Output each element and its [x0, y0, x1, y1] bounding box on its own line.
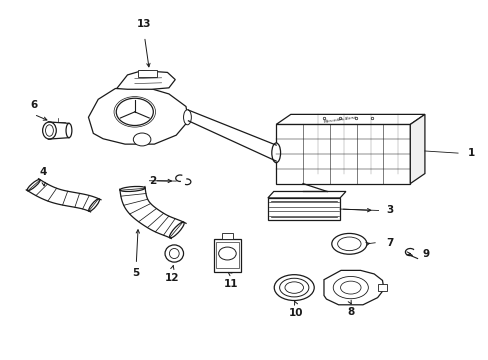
Text: 4: 4	[40, 167, 47, 177]
Text: 13: 13	[137, 19, 151, 30]
Circle shape	[116, 98, 153, 126]
Text: 11: 11	[223, 279, 238, 289]
Text: 5: 5	[132, 268, 140, 278]
Ellipse shape	[183, 110, 191, 125]
Bar	[216, 242, 239, 268]
Polygon shape	[267, 192, 345, 198]
Ellipse shape	[42, 122, 56, 139]
Bar	[267, 198, 339, 220]
Polygon shape	[117, 71, 175, 89]
Polygon shape	[324, 270, 383, 305]
Ellipse shape	[340, 281, 360, 294]
Ellipse shape	[279, 278, 308, 297]
Ellipse shape	[164, 245, 183, 262]
Polygon shape	[409, 114, 424, 184]
Polygon shape	[276, 114, 424, 125]
Ellipse shape	[45, 125, 53, 136]
Bar	[138, 70, 157, 77]
Bar	[303, 192, 326, 201]
Text: Mercedes-Benz: Mercedes-Benz	[322, 115, 356, 124]
Text: 9: 9	[422, 248, 429, 258]
Text: 6: 6	[30, 100, 38, 110]
Text: 8: 8	[346, 307, 354, 317]
Text: 3: 3	[385, 206, 392, 216]
Text: 10: 10	[288, 309, 303, 318]
Bar	[276, 125, 409, 184]
Ellipse shape	[271, 143, 280, 163]
Text: 1: 1	[467, 148, 474, 158]
Ellipse shape	[66, 123, 72, 138]
Circle shape	[218, 247, 236, 260]
Ellipse shape	[332, 276, 367, 299]
Ellipse shape	[169, 248, 179, 258]
Polygon shape	[88, 87, 188, 144]
Circle shape	[133, 133, 151, 146]
Text: 12: 12	[165, 273, 179, 283]
Bar	[377, 284, 386, 291]
Ellipse shape	[285, 282, 303, 293]
Ellipse shape	[331, 233, 366, 254]
Bar	[221, 233, 233, 239]
Ellipse shape	[337, 237, 360, 251]
Text: 7: 7	[385, 238, 392, 248]
Text: 2: 2	[149, 176, 157, 186]
Bar	[214, 239, 241, 272]
Ellipse shape	[274, 275, 314, 301]
